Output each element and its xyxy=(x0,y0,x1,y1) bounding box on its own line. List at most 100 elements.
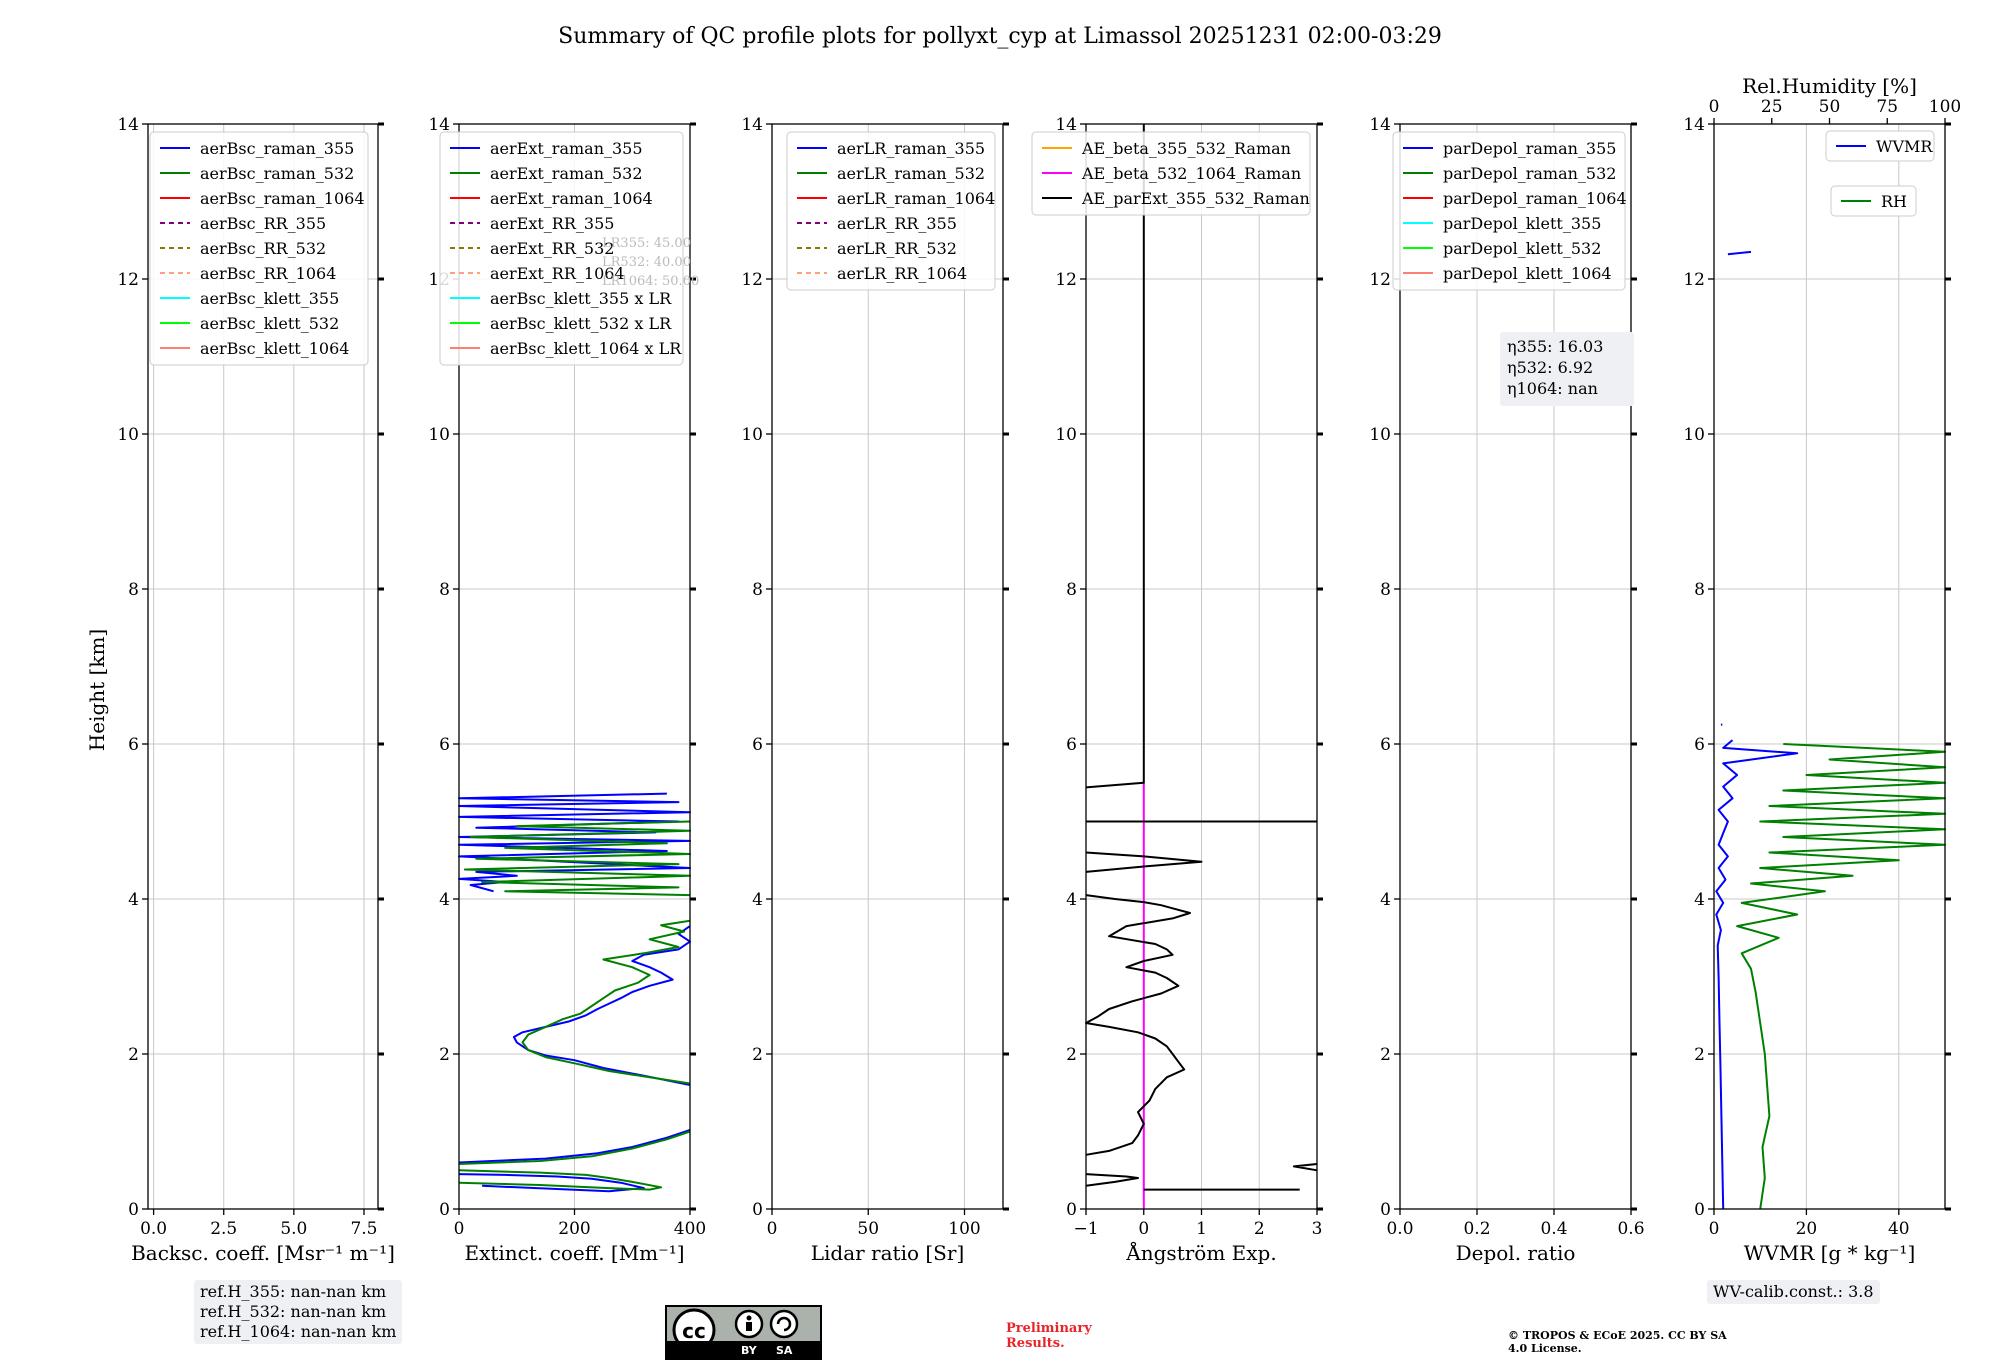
cc-by-sa-badge: cc BY SA xyxy=(665,1305,822,1360)
legend-entry: parDepol_klett_1064 xyxy=(1443,264,1612,283)
grid-wvmr xyxy=(1713,123,1945,1210)
figure-title: Summary of QC profile plots for pollyxt_… xyxy=(558,24,1442,49)
rh-tick-label: 25 xyxy=(1761,97,1783,117)
panel-depol: 0 2 4 6 8 10 12 14 0.0 0.2 0.4 0.6 Depol. ratio parDe… xyxy=(1369,115,1644,1265)
eta-annotation-line: η532: 6.92 xyxy=(1507,358,1593,377)
legend-entry: aerBsc_klett_1064 xyxy=(200,339,349,358)
y-tick-label: 10 xyxy=(1055,425,1077,445)
legend-entry: parDepol_klett_355 xyxy=(1443,214,1601,233)
series-line-WVMR xyxy=(1715,250,1799,1210)
y-tick-label: 6 xyxy=(128,735,139,755)
grid-angstrom xyxy=(1085,123,1318,1210)
cc-sa-label: SA xyxy=(776,1344,793,1357)
eta-annotation-line: η355: 16.03 xyxy=(1507,337,1603,356)
x-axis-label-extinction: Extinct. coeff. [Mm⁻¹] xyxy=(464,1241,684,1265)
x-ticks-backscatter: 0.0 2.5 5.0 7.5 xyxy=(140,1209,377,1239)
legend-entry: parDepol_raman_1064 xyxy=(1443,189,1627,208)
legend-entry: aerBsc_RR_532 xyxy=(200,239,326,258)
axes-frame-lidar_ratio xyxy=(771,123,1004,1210)
axes-frame-depol xyxy=(1399,123,1632,1210)
legend-entry: aerExt_raman_1064 xyxy=(490,189,653,208)
legend-entry: aerLR_RR_1064 xyxy=(837,264,967,283)
x-axis-label-depol: Depol. ratio xyxy=(1456,1241,1576,1265)
x-ticks-angstrom: −1 0 1 2 3 xyxy=(1073,1209,1322,1239)
y-tick-label: 10 xyxy=(117,425,139,445)
y-tick-label: 12 xyxy=(1683,270,1705,290)
y-tick-label: 12 xyxy=(117,270,139,290)
legend-entry: aerBsc_klett_532 xyxy=(200,314,339,333)
eta-annotation: η355: 16.03 η532: 6.92 η1064: nan xyxy=(1500,332,1634,406)
y-tick-label: 14 xyxy=(1055,115,1077,135)
x-tick-label: 0.0 xyxy=(1386,1219,1413,1239)
series-line-aerExt_raman_355 xyxy=(458,792,691,1193)
legend-entry: AE_parExt_355_532_Raman xyxy=(1081,189,1310,208)
legend-box xyxy=(1031,131,1311,216)
rh-top-axis: 0 25 50 75 100 Rel.Humidity [%] xyxy=(1709,74,1961,124)
y-tick-label: 10 xyxy=(1683,425,1705,445)
series-line-RH xyxy=(1736,743,1946,1210)
x-tick-label: 400 xyxy=(674,1219,706,1239)
svg-text:cc: cc xyxy=(682,1319,706,1343)
legend-box xyxy=(786,131,996,291)
y-tick-label: 14 xyxy=(741,115,763,135)
x-tick-label: 0.2 xyxy=(1463,1219,1490,1239)
legend-entry: aerBsc_RR_355 xyxy=(200,214,326,233)
y-tick-label: 6 xyxy=(1380,735,1391,755)
x-tick-label: 0 xyxy=(454,1219,465,1239)
legend-box xyxy=(1830,185,1917,217)
x-tick-label: 50 xyxy=(857,1219,879,1239)
y-axis-label: Height [km] xyxy=(85,629,109,751)
x-ticks-depol: 0.0 0.2 0.4 0.6 xyxy=(1386,1209,1645,1239)
x-tick-label: 2 xyxy=(1254,1219,1265,1239)
ref-height-annotation: ref.H_355: nan-nan km ref.H_532: nan-nan… xyxy=(194,1280,403,1344)
legend-entry: aerExt_RR_355 xyxy=(490,214,614,233)
y-tick-label: 0 xyxy=(128,1200,139,1220)
legend-entry: aerLR_raman_355 xyxy=(837,139,985,158)
legend-box xyxy=(149,131,369,366)
x-axis-label-lidar_ratio: Lidar ratio [Sr] xyxy=(811,1241,965,1265)
rh-tick-label: 50 xyxy=(1819,97,1841,117)
legend-angstrom: AE_beta_355_532_Raman AE_beta_532_1064_Ra… xyxy=(1031,131,1311,216)
rh-tick-label: 100 xyxy=(1929,97,1961,117)
cc-badge-bar xyxy=(667,1341,820,1358)
y-tick-label: 0 xyxy=(752,1200,763,1220)
x-tick-label: 0 xyxy=(1138,1219,1149,1239)
legend-entry: AE_beta_355_532_Raman xyxy=(1081,139,1291,158)
x-tick-label: 3 xyxy=(1312,1219,1323,1239)
x-tick-label: 1 xyxy=(1196,1219,1207,1239)
rh-tick-label: 0 xyxy=(1709,97,1720,117)
legend-entry: aerLR_raman_1064 xyxy=(837,189,995,208)
x-ticks-extinction: 0 200 400 xyxy=(454,1209,706,1239)
y-tick-label: 14 xyxy=(428,115,450,135)
y-tick-label: 4 xyxy=(1694,890,1705,910)
y-tick-label: 0 xyxy=(1066,1200,1077,1220)
legend-entry: aerBsc_klett_532 x LR xyxy=(490,314,672,333)
y-tick-label: 14 xyxy=(1683,115,1705,135)
x-tick-label: 100 xyxy=(948,1219,980,1239)
y-tick-label: 8 xyxy=(1694,580,1705,600)
y-tick-label: 12 xyxy=(741,270,763,290)
y-tick-label: 0 xyxy=(1380,1200,1391,1220)
y-tick-label: 4 xyxy=(128,890,139,910)
axes-frame-wvmr xyxy=(1713,123,1946,1210)
x-axis-label-angstrom: Ångström Exp. xyxy=(1125,1240,1276,1265)
rh-axis-label: Rel.Humidity [%] xyxy=(1742,74,1917,98)
x-axis-label-wvmr: WVMR [g * kg⁻¹] xyxy=(1744,1241,1916,1265)
legend-entry: aerExt_RR_532 xyxy=(490,239,614,258)
y-tick-label: 6 xyxy=(752,735,763,755)
legend-entry: aerBsc_klett_1064 x LR xyxy=(490,339,682,358)
x-tick-label: 0 xyxy=(767,1219,778,1239)
preliminary-results-note: Preliminary Results. xyxy=(1006,1321,1092,1351)
lr-annotation: LR355: 45.00 LR532: 40.00 LR1064: 50.00 xyxy=(602,236,699,289)
ref-h-355: ref.H_355: nan-nan km xyxy=(200,1282,387,1301)
legend-rh: RH xyxy=(1830,185,1917,217)
eta-annotation-line: η1064: nan xyxy=(1507,379,1598,398)
x-tick-label: 0.6 xyxy=(1617,1219,1644,1239)
x-ticks-wvmr: 0 20 40 xyxy=(1709,1209,1910,1239)
y-tick-label: 10 xyxy=(1369,425,1391,445)
x-tick-label: 0.4 xyxy=(1540,1219,1567,1239)
legend-entry: aerBsc_raman_355 xyxy=(200,139,354,158)
legend-entry: aerExt_raman_532 xyxy=(490,164,643,183)
legend-entry: aerBsc_raman_532 xyxy=(200,164,354,183)
